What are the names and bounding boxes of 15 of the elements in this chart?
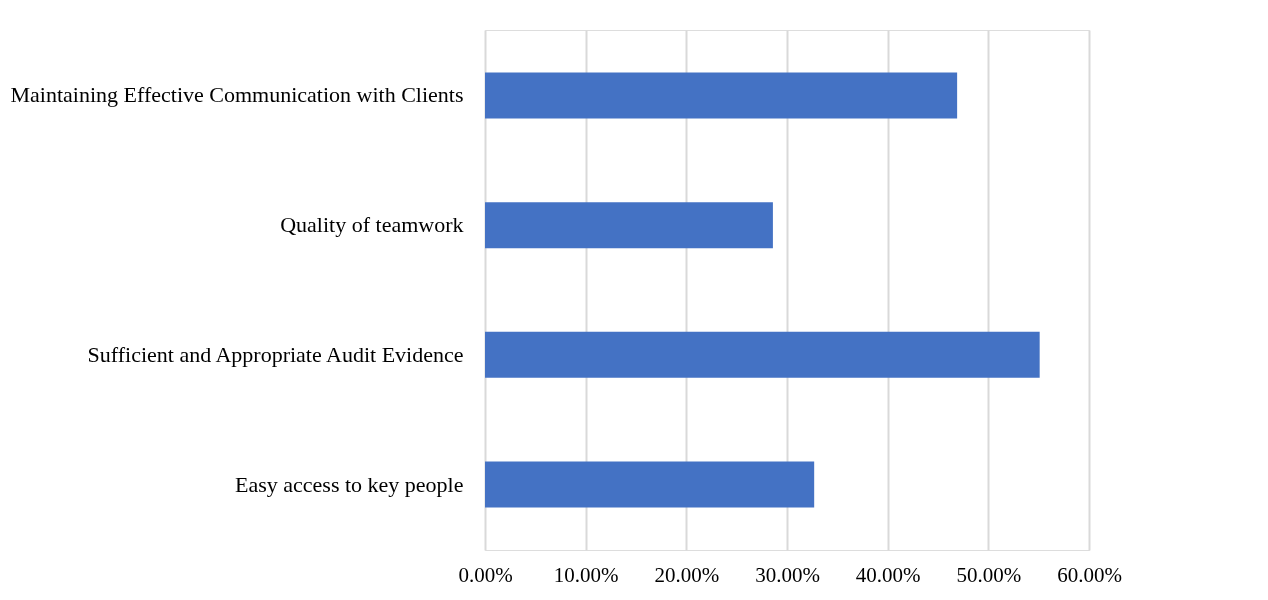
bar xyxy=(485,461,815,508)
x-tick-label: 30.00% xyxy=(755,562,820,587)
bar xyxy=(485,202,773,249)
y-tick-label: Sufficient and Appropriate Audit Evidence xyxy=(87,341,464,367)
y-tick-label: Quality of teamwork xyxy=(280,212,464,238)
bar xyxy=(485,331,1040,378)
x-tick-label: 20.00% xyxy=(654,562,720,587)
y-tick-label: Easy access to key people xyxy=(235,471,464,497)
x-tick-label: 0.00% xyxy=(458,562,513,587)
y-tick-label: Maintaining Effective Communication with Clients xyxy=(10,82,464,108)
x-tick-label: 40.00% xyxy=(855,562,921,587)
x-tick-label: 60.00% xyxy=(1057,562,1122,587)
x-tick-label: 10.00% xyxy=(553,562,619,587)
bar xyxy=(485,72,958,119)
x-tick-label: 50.00% xyxy=(956,562,1022,587)
